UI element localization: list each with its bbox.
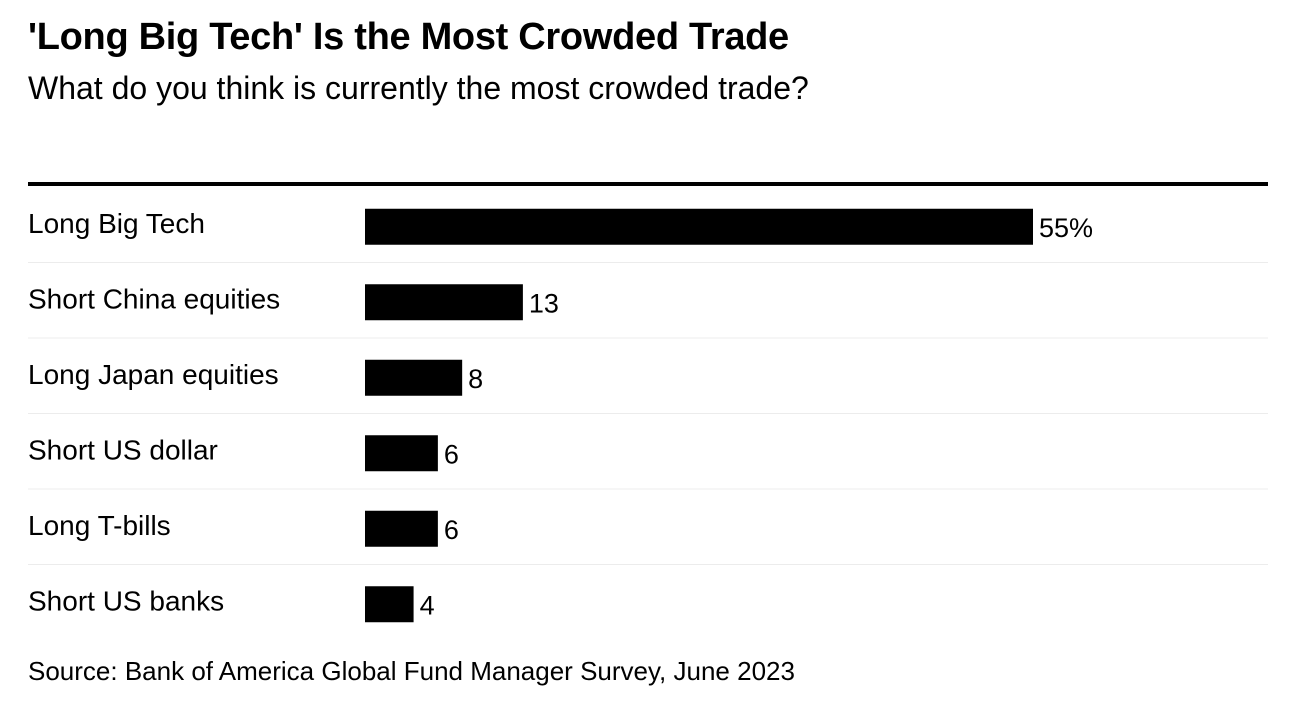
bar — [365, 284, 523, 321]
category-label: Short US dollar — [28, 434, 218, 465]
top-rule — [28, 182, 1268, 186]
value-label: 13 — [529, 288, 559, 318]
bar — [365, 435, 438, 472]
value-label: 8 — [468, 364, 483, 394]
value-label: 6 — [444, 515, 459, 545]
value-label: 55% — [1039, 213, 1093, 243]
bar — [365, 510, 438, 547]
bar — [365, 586, 414, 623]
chart-subtitle: What do you think is currently the most … — [28, 70, 809, 106]
category-label: Short China equities — [28, 283, 280, 314]
source-note: Source: Bank of America Global Fund Mana… — [28, 656, 795, 686]
category-label: Long Big Tech — [28, 208, 205, 239]
value-label: 6 — [444, 439, 459, 469]
category-label: Long Japan equities — [28, 359, 279, 390]
chart-title: 'Long Big Tech' Is the Most Crowded Trad… — [28, 16, 789, 58]
bar — [365, 359, 463, 396]
bar — [365, 208, 1033, 245]
value-label: 4 — [420, 590, 435, 620]
category-label: Short US banks — [28, 585, 224, 616]
category-label: Long T-bills — [28, 510, 171, 541]
